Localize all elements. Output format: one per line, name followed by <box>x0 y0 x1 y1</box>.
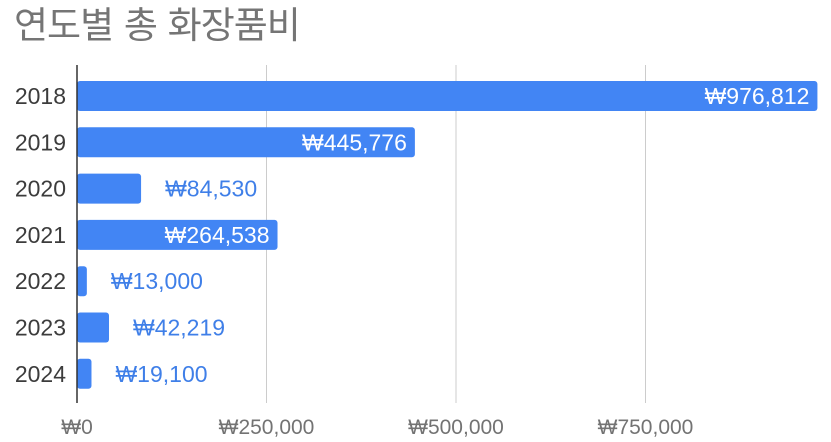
data-label: ₩445,776 <box>302 129 407 155</box>
bars <box>77 81 818 389</box>
data-label: ₩42,219 <box>133 315 225 341</box>
data-label: ₩84,530 <box>165 176 257 202</box>
gridlines <box>266 65 646 403</box>
category-label: 2023 <box>15 315 66 341</box>
x-tick-label: ₩0 <box>61 416 93 439</box>
category-label: 2018 <box>15 83 66 109</box>
category-label: 2022 <box>15 268 66 294</box>
bar <box>77 266 87 297</box>
data-label: ₩19,100 <box>115 361 207 387</box>
y-axis-categories: 2018 2019 2020 2021 2022 2023 2024 <box>15 83 66 387</box>
data-label: ₩976,812 <box>705 83 810 109</box>
x-tick-label: ₩750,000 <box>598 416 694 439</box>
bar <box>77 81 818 111</box>
bar <box>77 127 415 158</box>
bar <box>77 219 278 250</box>
data-label: ₩13,000 <box>111 268 203 294</box>
x-tick-label: ₩500,000 <box>408 416 504 439</box>
category-label: 2019 <box>15 129 66 155</box>
x-axis-ticks: ₩0 ₩250,000 ₩500,000 ₩750,000 <box>61 416 693 439</box>
category-label: 2020 <box>15 176 66 202</box>
category-label: 2024 <box>15 361 66 387</box>
bar <box>77 312 110 343</box>
x-tick-label: ₩250,000 <box>219 416 315 439</box>
chart-title: 연도별 총 화장품비 <box>14 4 301 47</box>
category-label: 2021 <box>15 222 66 248</box>
bar <box>77 173 142 204</box>
data-label: ₩264,538 <box>165 222 270 248</box>
data-labels: ₩976,812 ₩445,776 ₩84,530 ₩264,538 ₩13,000 ₩4… <box>111 83 810 387</box>
bar <box>77 358 92 389</box>
